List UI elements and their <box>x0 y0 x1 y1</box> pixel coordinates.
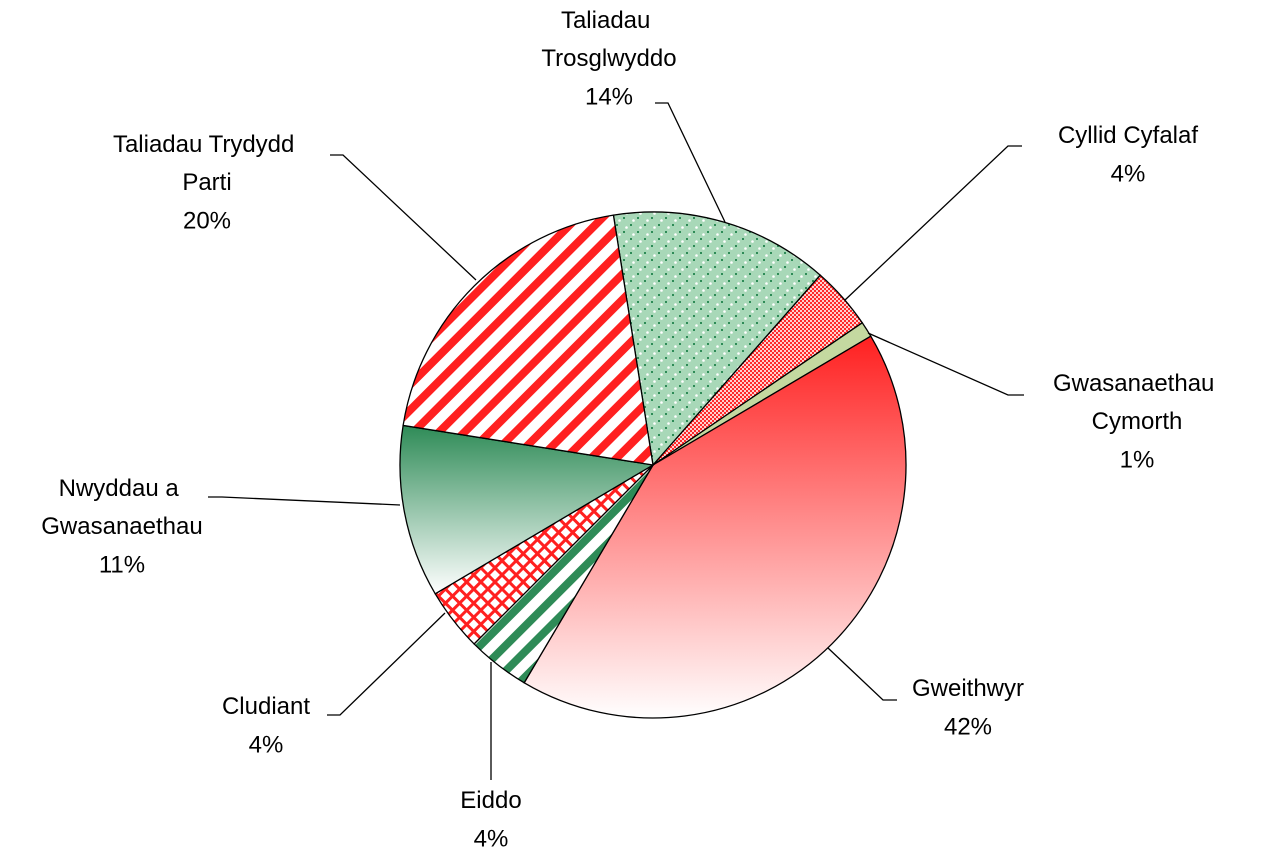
leader-line <box>330 154 477 281</box>
leader-line <box>655 102 726 223</box>
slice-label: Gwasanaethau Cymorth <box>1053 370 1221 435</box>
slice-percent: 4% <box>474 825 509 852</box>
slice-label: Cludiant <box>222 693 310 720</box>
slice-label: Cyllid Cyfalaf <box>1058 122 1198 149</box>
slice-percent: 14% <box>585 83 633 110</box>
slice-label: Taliadau Trydydd Parti <box>113 131 301 196</box>
pie-slice <box>399 424 655 595</box>
leader-line <box>867 332 1024 396</box>
pie-slice <box>402 214 654 466</box>
slice-percent: 20% <box>183 207 231 234</box>
slice-label: Gweithwyr <box>912 675 1024 702</box>
leader-line <box>844 145 1022 301</box>
pie-slice <box>612 211 822 467</box>
slice-label: Eiddo <box>460 787 521 814</box>
leader-line <box>208 496 401 506</box>
slice-label: Nwyddau a Gwasanaethau <box>41 475 202 540</box>
slice-percent: 4% <box>249 731 284 758</box>
leader-line <box>327 612 446 716</box>
slice-percent: 1% <box>1120 446 1155 473</box>
pie-slice <box>523 335 907 719</box>
slice-percent: 4% <box>1111 160 1146 187</box>
leader-line <box>827 647 897 701</box>
slice-percent: 11% <box>99 551 145 578</box>
slice-label: Taliadau Trosglwyddo <box>541 7 676 72</box>
slice-percent: 42% <box>944 713 992 740</box>
